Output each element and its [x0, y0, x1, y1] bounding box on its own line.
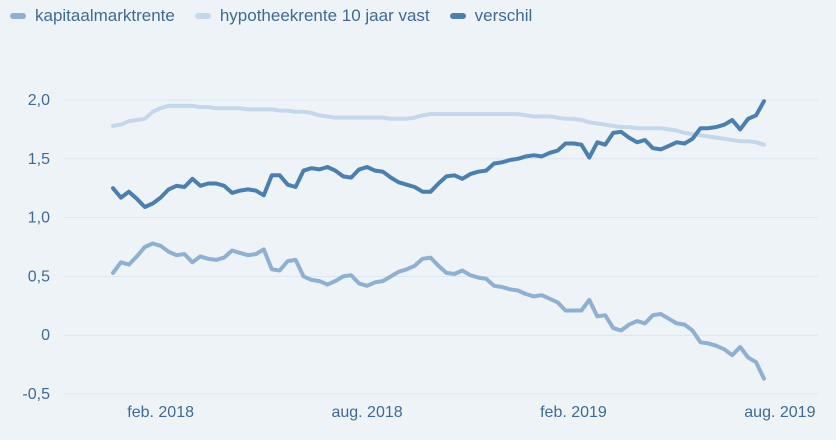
series-line-verschil — [111, 99, 766, 209]
legend-swatch-verschil — [449, 13, 466, 19]
x-tick-label: aug. 2018 — [331, 404, 402, 421]
series-line-hypotheekrente-10-jaar-vast — [111, 103, 766, 147]
legend: kapitaalmarktrente hypotheekrente 10 jaa… — [10, 4, 532, 28]
legend-swatch-hypotheekrente — [194, 13, 211, 19]
y-tick-label: -0,5 — [22, 386, 50, 403]
y-tick-label: 1,0 — [28, 210, 50, 227]
legend-label-kapitaalmarktrente: kapitaalmarktrente — [35, 6, 175, 25]
x-tick-label: aug. 2019 — [744, 404, 815, 421]
y-tick-label: 2,0 — [28, 92, 50, 109]
x-tick-label: feb. 2019 — [540, 404, 607, 421]
y-tick-label: 0,5 — [28, 268, 50, 285]
x-tick-label: feb. 2018 — [127, 404, 194, 421]
legend-item-verschil: verschil — [449, 6, 533, 26]
legend-label-verschil: verschil — [474, 6, 533, 25]
legend-label-hypotheekrente: hypotheekrente 10 jaar vast — [219, 6, 430, 25]
legend-item-kapitaalmarktrente: kapitaalmarktrente — [10, 6, 175, 26]
legend-item-hypotheekrente: hypotheekrente 10 jaar vast — [194, 6, 430, 26]
legend-swatch-kapitaalmarktrente — [10, 13, 26, 19]
series-line-kapitaalmarktrente — [111, 241, 766, 381]
y-tick-label: 0 — [41, 327, 50, 344]
y-tick-label: 1,5 — [28, 151, 50, 168]
